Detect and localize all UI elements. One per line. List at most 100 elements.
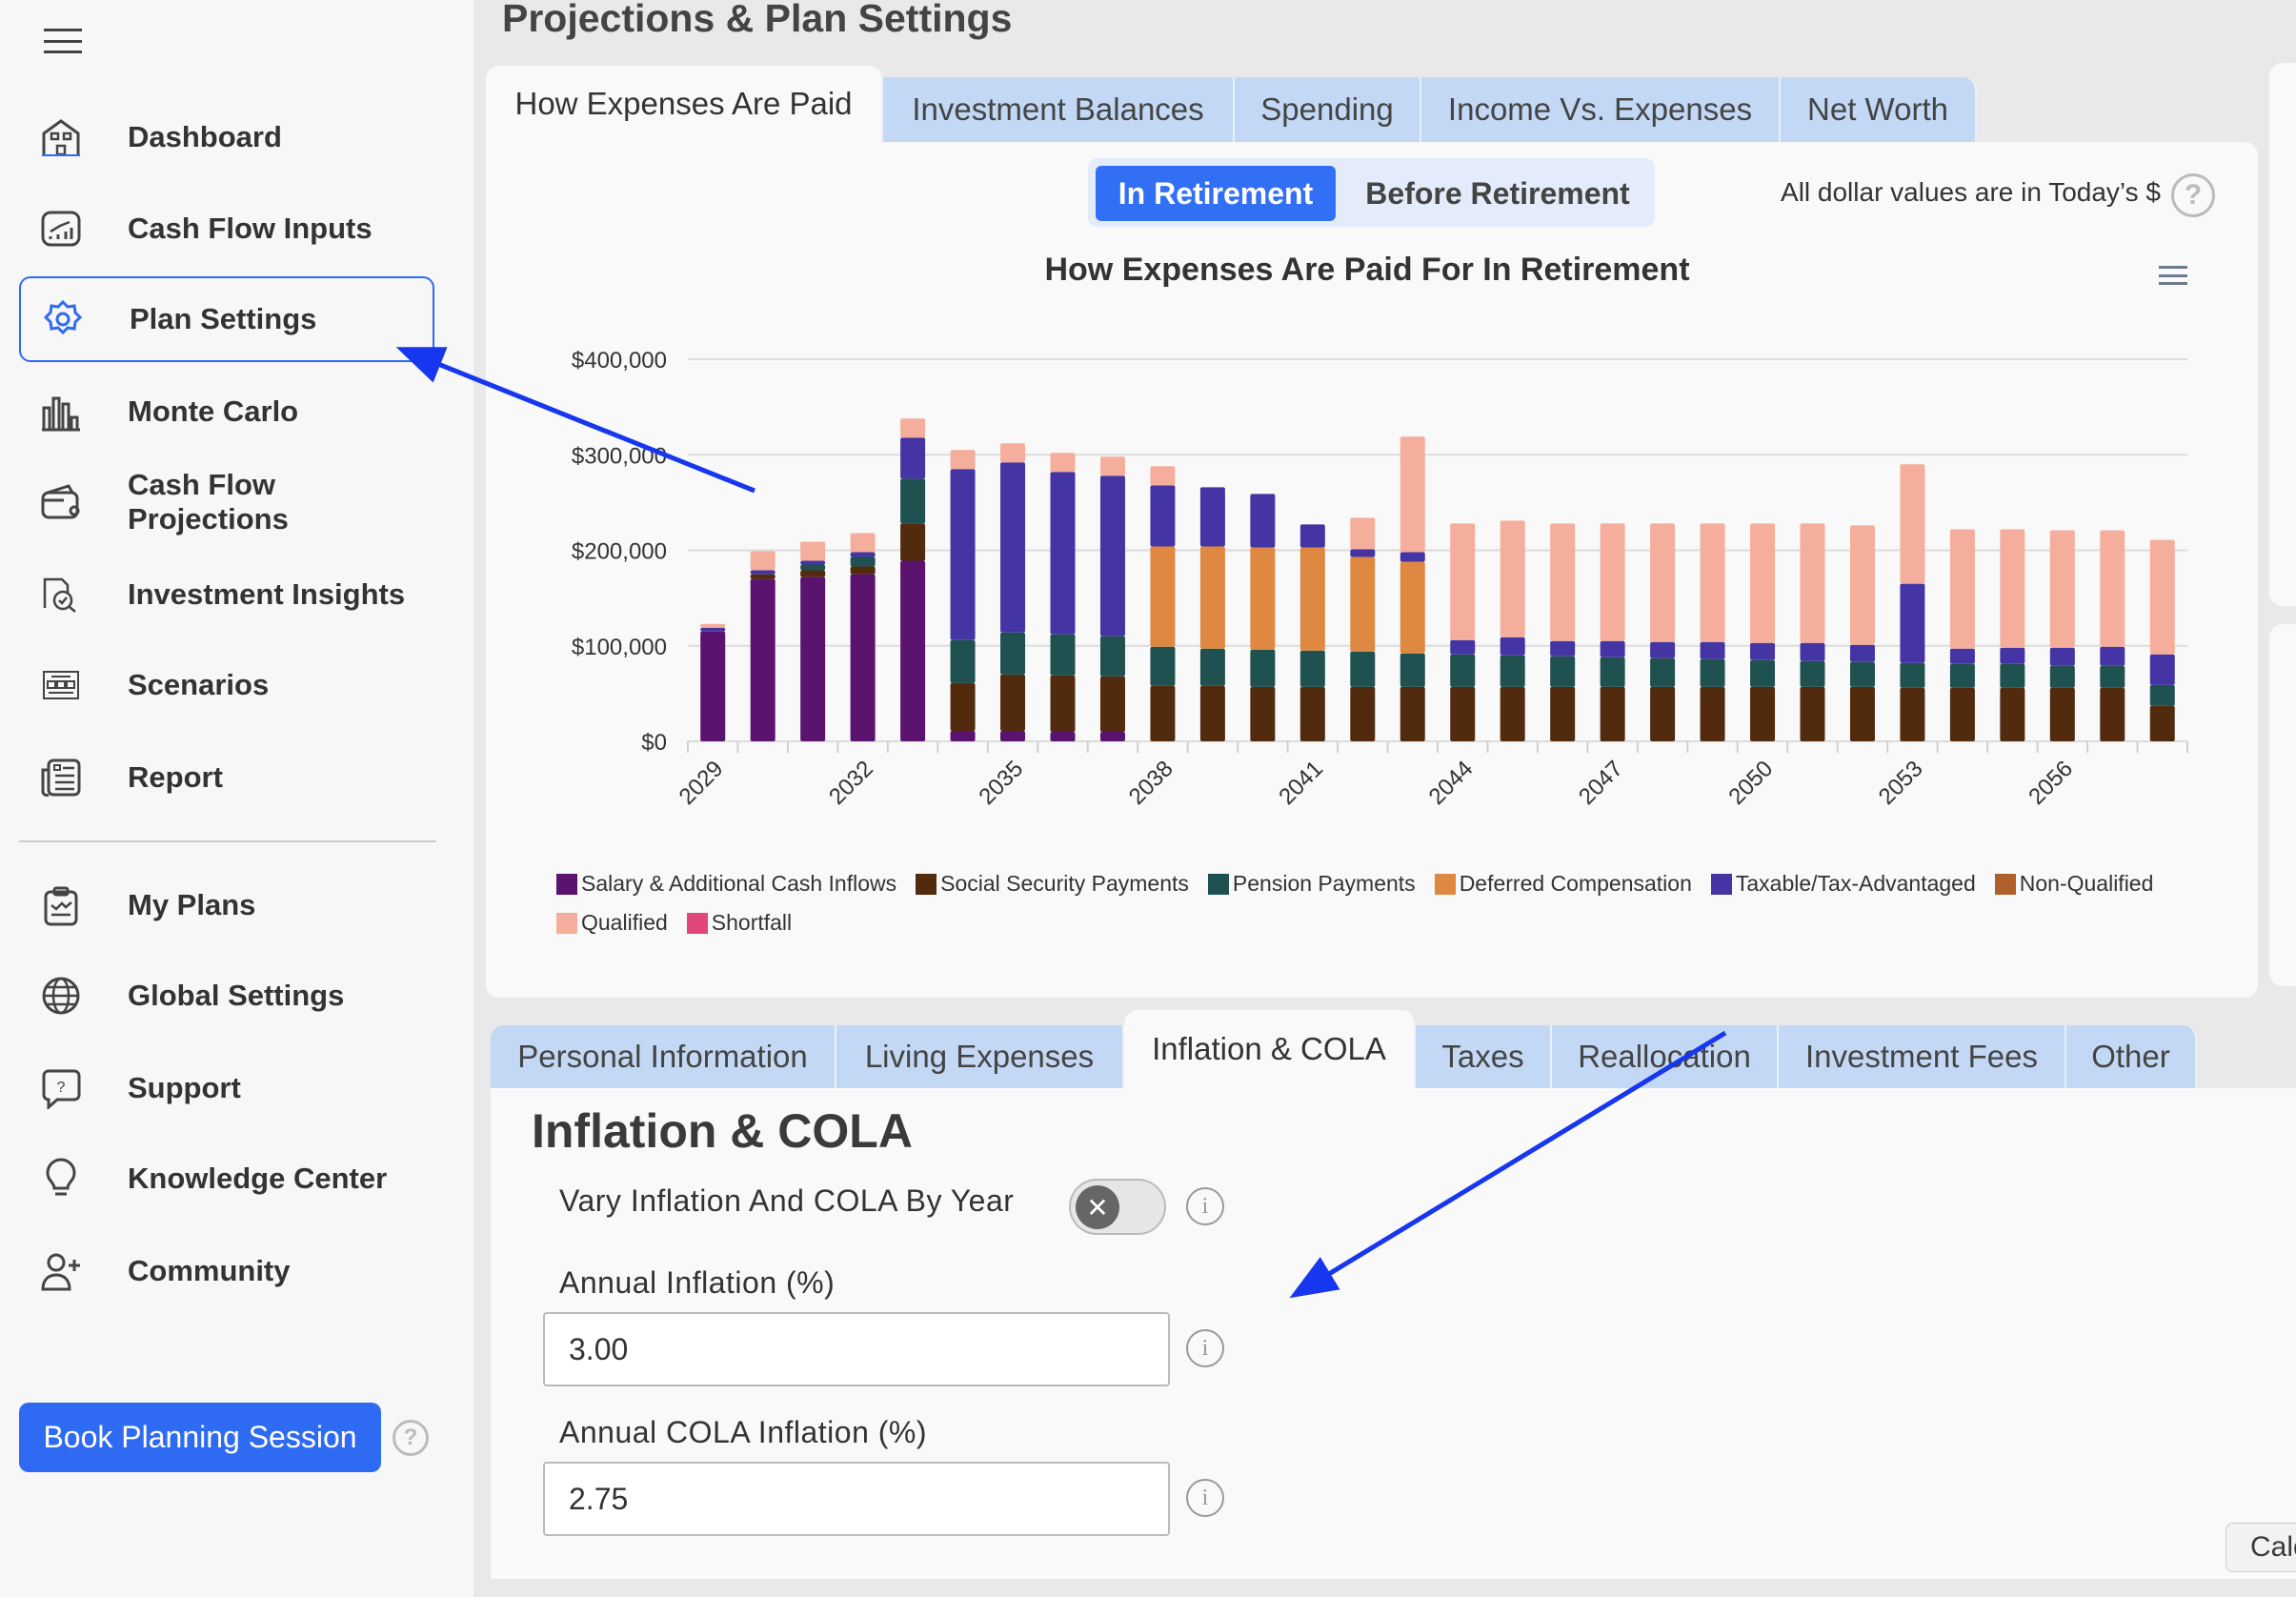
bar-segment-deferred-compensation[interactable]	[1350, 556, 1376, 652]
bar-segment-deferred-compensation[interactable]	[1250, 547, 1276, 650]
bar-segment-social-security-payments[interactable]	[800, 570, 826, 577]
bar-segment-pension-payments[interactable]	[1600, 657, 1625, 687]
tab-living-expenses[interactable]: Living Expenses	[836, 1025, 1124, 1088]
sidebar-item-report[interactable]: Report	[19, 735, 434, 820]
bar-segment-pension-payments[interactable]	[1400, 653, 1425, 687]
sidebar-item-knowledge-center[interactable]: Knowledge Center	[19, 1136, 434, 1222]
legend-item[interactable]: Qualified	[556, 910, 668, 936]
bar-segment-salary-additional-cash-inflows[interactable]	[1000, 730, 1026, 741]
bar-segment-qualified[interactable]	[750, 551, 775, 571]
bar-segment-deferred-compensation[interactable]	[1400, 561, 1425, 654]
sidebar-item-scenarios[interactable]: Scenarios	[19, 642, 434, 728]
bar-segment-taxable-tax-advantaged[interactable]	[2149, 654, 2175, 685]
bar-segment-social-security-payments[interactable]	[1600, 686, 1625, 741]
book-planning-session-button[interactable]: Book Planning Session	[19, 1403, 381, 1472]
bar-segment-pension-payments[interactable]	[1849, 661, 1875, 687]
bar-segment-salary-additional-cash-inflows[interactable]	[900, 560, 926, 741]
bar-segment-qualified[interactable]	[1150, 466, 1176, 486]
tab-personal-information[interactable]: Personal Information	[491, 1025, 836, 1088]
bar-segment-taxable-tax-advantaged[interactable]	[1849, 644, 1875, 662]
bar-segment-qualified[interactable]	[2000, 529, 2025, 648]
bar-segment-pension-payments[interactable]	[1700, 658, 1725, 687]
bar-segment-pension-payments[interactable]	[1099, 636, 1125, 677]
bar-segment-qualified[interactable]	[1600, 523, 1625, 641]
bar-segment-taxable-tax-advantaged[interactable]	[900, 437, 926, 479]
bar-segment-taxable-tax-advantaged[interactable]	[1500, 637, 1525, 656]
bar-segment-pension-payments[interactable]	[800, 564, 826, 571]
bar-segment-social-security-payments[interactable]	[1949, 687, 1975, 741]
bar-segment-taxable-tax-advantaged[interactable]	[750, 570, 775, 575]
bar-segment-salary-additional-cash-inflows[interactable]	[850, 574, 876, 741]
bar-segment-salary-additional-cash-inflows[interactable]	[700, 631, 726, 741]
bar-segment-taxable-tax-advantaged[interactable]	[1150, 485, 1176, 547]
bar-segment-social-security-payments[interactable]	[1700, 686, 1725, 741]
bar-segment-pension-payments[interactable]	[1949, 663, 1975, 688]
bar-segment-taxable-tax-advantaged[interactable]	[950, 469, 976, 640]
bar-segment-qualified[interactable]	[2049, 530, 2075, 648]
bar-segment-qualified[interactable]	[1500, 520, 1525, 637]
legend-item[interactable]: Salary & Additional Cash Inflows	[556, 871, 896, 897]
bar-segment-taxable-tax-advantaged[interactable]	[1450, 639, 1476, 655]
bar-segment-deferred-compensation[interactable]	[1299, 547, 1325, 651]
bar-segment-qualified[interactable]	[950, 450, 976, 470]
tab-how-expenses-are-paid[interactable]: How Expenses Are Paid	[486, 66, 883, 142]
bar-segment-qualified[interactable]	[1550, 523, 1576, 641]
tab-investment-fees[interactable]: Investment Fees	[1779, 1025, 2066, 1088]
bar-segment-deferred-compensation[interactable]	[1150, 546, 1176, 647]
bar-segment-qualified[interactable]	[1750, 523, 1776, 643]
bar-segment-social-security-payments[interactable]	[2049, 687, 2075, 741]
bar-segment-qualified[interactable]	[1800, 523, 1825, 643]
tab-inflation-cola[interactable]: Inflation & COLA	[1124, 1010, 1416, 1088]
legend-item[interactable]: Deferred Compensation	[1434, 871, 1692, 897]
bar-segment-social-security-payments[interactable]	[900, 523, 926, 561]
bar-segment-salary-additional-cash-inflows[interactable]	[750, 578, 775, 741]
bar-segment-pension-payments[interactable]	[1800, 660, 1825, 687]
bar-segment-qualified[interactable]	[700, 623, 726, 628]
bar-segment-qualified[interactable]	[900, 418, 926, 438]
bar-segment-social-security-payments[interactable]	[1849, 686, 1875, 741]
bar-segment-social-security-payments[interactable]	[1650, 686, 1676, 741]
bar-segment-qualified[interactable]	[800, 541, 826, 561]
bar-segment-taxable-tax-advantaged[interactable]	[2000, 647, 2025, 664]
bar-segment-taxable-tax-advantaged[interactable]	[1900, 583, 1925, 663]
tab-spending[interactable]: Spending	[1235, 77, 1421, 142]
bar-segment-pension-payments[interactable]	[950, 639, 976, 683]
vary-inflation-toggle[interactable]: ✕	[1069, 1179, 1166, 1235]
before-retirement-button[interactable]: Before Retirement	[1365, 175, 1630, 211]
bar-segment-pension-payments[interactable]	[2149, 684, 2175, 706]
sidebar-item-dashboard[interactable]: Dashboard	[19, 94, 434, 180]
bar-segment-qualified[interactable]	[1350, 517, 1376, 550]
bar-segment-pension-payments[interactable]	[1650, 657, 1676, 687]
sidebar-item-cash-flow-inputs[interactable]: Cash Flow Inputs	[19, 186, 434, 272]
bar-segment-taxable-tax-advantaged[interactable]	[1600, 640, 1625, 657]
bar-segment-taxable-tax-advantaged[interactable]	[700, 627, 726, 632]
bar-segment-social-security-payments[interactable]	[950, 682, 976, 731]
bar-segment-taxable-tax-advantaged[interactable]	[2100, 646, 2125, 666]
bar-segment-pension-payments[interactable]	[1000, 632, 1026, 675]
bar-segment-pension-payments[interactable]	[1350, 651, 1376, 687]
bar-segment-qualified[interactable]	[1650, 523, 1676, 642]
info-icon[interactable]: i	[1186, 1479, 1224, 1517]
in-retirement-button[interactable]: In Retirement	[1096, 166, 1336, 221]
bar-segment-deferred-compensation[interactable]	[1199, 546, 1225, 649]
bar-segment-social-security-payments[interactable]	[1250, 686, 1276, 741]
bar-segment-qualified[interactable]	[1700, 523, 1725, 642]
bar-segment-social-security-payments[interactable]	[1750, 686, 1776, 741]
bar-segment-qualified[interactable]	[1949, 529, 1975, 649]
bar-segment-taxable-tax-advantaged[interactable]	[1250, 494, 1276, 548]
bar-segment-social-security-payments[interactable]	[850, 566, 876, 575]
bar-segment-taxable-tax-advantaged[interactable]	[1350, 549, 1376, 557]
bar-segment-salary-additional-cash-inflows[interactable]	[950, 730, 976, 741]
sidebar-item-my-plans[interactable]: My Plans	[19, 862, 434, 948]
bar-segment-social-security-payments[interactable]	[2149, 705, 2175, 741]
bar-segment-qualified[interactable]	[2100, 530, 2125, 647]
bar-segment-social-security-payments[interactable]	[1550, 686, 1576, 741]
tab-other[interactable]: Other	[2066, 1025, 2197, 1088]
legend-item[interactable]: Non-Qualified	[1994, 871, 2153, 897]
tab-reallocation[interactable]: Reallocation	[1552, 1025, 1779, 1088]
bar-segment-pension-payments[interactable]	[1750, 659, 1776, 687]
sidebar-item-monte-carlo[interactable]: Monte Carlo	[19, 369, 434, 455]
bar-segment-qualified[interactable]	[1900, 464, 1925, 584]
info-icon[interactable]: i	[1186, 1187, 1224, 1225]
chart-menu-icon[interactable]	[2159, 266, 2187, 285]
